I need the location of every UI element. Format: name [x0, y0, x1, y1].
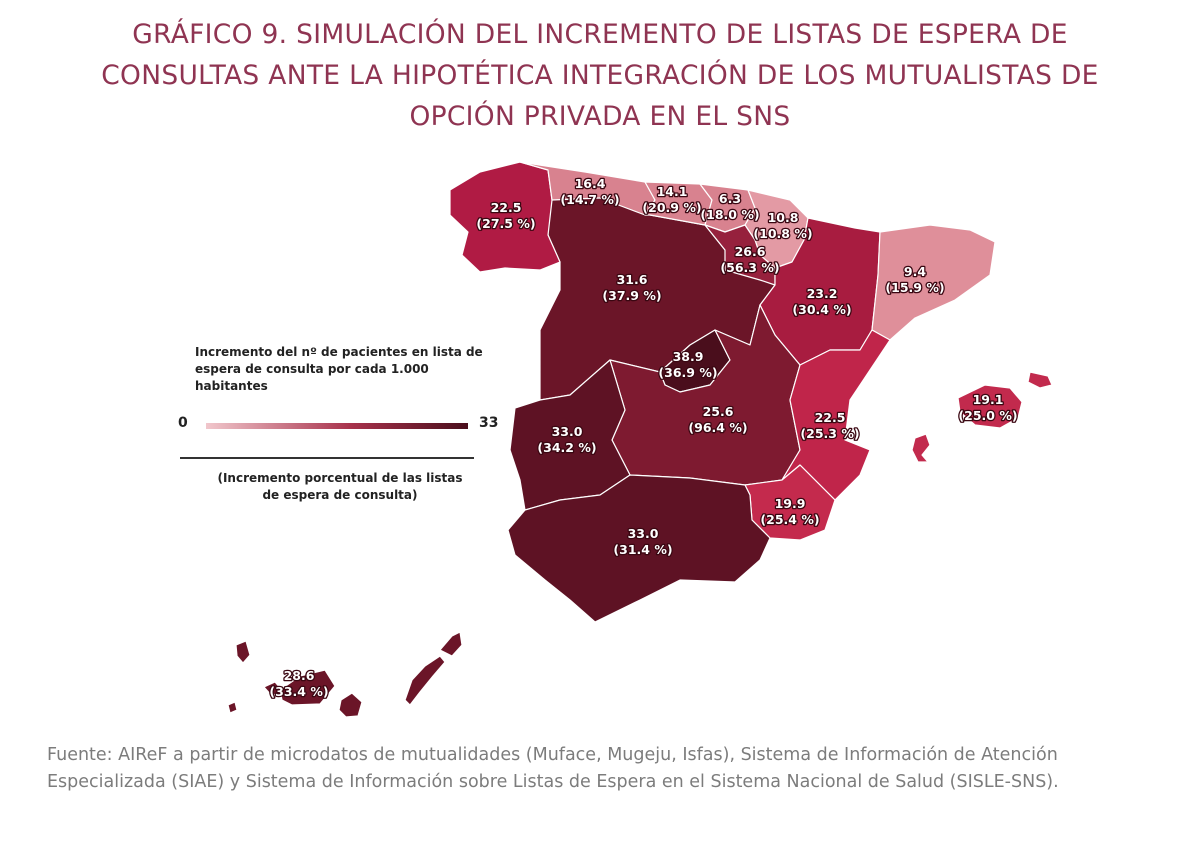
region-value-canarias: 28.6: [284, 668, 315, 683]
region-value-navarra: 10.8: [768, 210, 799, 225]
region-value-comunidad-valenciana: 22.5: [815, 410, 846, 425]
region-label-extremadura: 33.0(34.2 %): [536, 423, 598, 457]
region-label-comunidad-valenciana: 22.5(25.3 %): [799, 409, 861, 443]
region-percent-extremadura: (34.2 %): [537, 440, 596, 455]
region-value-asturias: 16.4: [575, 176, 606, 191]
island-gran-canaria: [338, 692, 363, 718]
region-value-aragon: 23.2: [807, 286, 838, 301]
region-label-canarias: 28.6(33.4 %): [268, 667, 330, 701]
region-label-murcia: 19.9(25.4 %): [759, 495, 821, 529]
region-value-murcia: 19.9: [775, 496, 806, 511]
island-ibiza: [911, 433, 931, 463]
legend-note-line-1: (Incremento porcentual de las listas: [217, 471, 463, 485]
region-percent-aragon: (30.4 %): [792, 302, 851, 317]
region-andalucia: [507, 474, 771, 623]
legend-note-line-2: de espera de consulta): [262, 488, 418, 502]
region-value-pais-vasco: 6.3: [719, 191, 741, 206]
island-fuerteventura: [404, 655, 446, 706]
region-labels: 22.5(27.5 %)16.4(14.7 %)14.1(20.9 %)6.3(…: [268, 175, 1019, 701]
island-menorca: [1027, 371, 1053, 389]
region-percent-castilla-la-mancha: (96.4 %): [688, 420, 747, 435]
region-label-madrid: 38.9(36.9 %): [657, 348, 719, 382]
region-percent-baleares: (25.0 %): [958, 408, 1017, 423]
island-mallorca: [957, 384, 1023, 429]
region-percent-asturias: (14.7 %): [560, 192, 619, 207]
region-label-asturias: 16.4(14.7 %): [559, 175, 621, 209]
region-label-andalucia: 33.0(31.4 %): [612, 525, 674, 559]
region-label-aragon: 23.2(30.4 %): [791, 285, 853, 319]
region-percent-pais-vasco: (18.0 %): [700, 207, 759, 222]
legend-min-value: 0: [178, 415, 188, 431]
legend-divider: [180, 457, 474, 459]
region-percent-cataluna: (15.9 %): [885, 280, 944, 295]
region-label-cataluna: 9.4(15.9 %): [884, 263, 946, 297]
region-percent-cantabria: (20.9 %): [642, 200, 701, 215]
region-value-castilla-leon: 31.6: [617, 272, 648, 287]
island-tenerife: [279, 669, 336, 706]
island-lanzarote: [439, 631, 463, 657]
region-percent-murcia: (25.4 %): [760, 512, 819, 527]
region-value-cataluna: 9.4: [904, 264, 926, 279]
legend-max-value: 33: [479, 415, 499, 431]
source-note: Fuente: AIReF a partir de microdatos de …: [47, 745, 1059, 792]
title-line-2: CONSULTAS ANTE LA HIPOTÉTICA INTEGRACIÓN…: [101, 60, 1099, 91]
region-canarias: [227, 631, 463, 718]
region-baleares: [911, 371, 1053, 463]
region-value-madrid: 38.9: [673, 349, 704, 364]
title-line-1: GRÁFICO 9. SIMULACIÓN DEL INCREMENTO DE …: [132, 19, 1068, 50]
region-percent-madrid: (36.9 %): [658, 365, 717, 380]
region-label-cantabria: 14.1(20.9 %): [641, 183, 703, 217]
region-value-andalucia: 33.0: [628, 526, 659, 541]
region-label-galicia: 22.5(27.5 %): [475, 199, 537, 233]
legend-title: Incremento del nº de pacientes en lista …: [195, 345, 483, 393]
title-line-3: OPCIÓN PRIVADA EN EL SNS: [409, 101, 791, 132]
region-label-castilla-leon: 31.6(37.9 %): [601, 271, 663, 305]
region-label-la-rioja: 26.6(56.3 %): [719, 243, 781, 277]
region-comunidad-valenciana: [781, 329, 891, 501]
region-value-extremadura: 33.0: [552, 424, 583, 439]
legend-color-bar: [206, 423, 468, 429]
region-value-castilla-la-mancha: 25.6: [703, 404, 734, 419]
region-value-la-rioja: 26.6: [735, 244, 766, 259]
region-percent-la-rioja: (56.3 %): [720, 260, 779, 275]
region-label-baleares: 19.1(25.0 %): [957, 391, 1019, 425]
region-label-navarra: 10.8(10.8 %): [752, 209, 814, 243]
region-percent-canarias: (33.4 %): [269, 684, 328, 699]
region-percent-castilla-leon: (37.9 %): [602, 288, 661, 303]
region-percent-navarra: (10.8 %): [753, 226, 812, 241]
region-value-galicia: 22.5: [491, 200, 522, 215]
legend-note: (Incremento porcentual de las listas de …: [192, 470, 488, 504]
region-value-baleares: 19.1: [973, 392, 1004, 407]
region-value-cantabria: 14.1: [657, 184, 688, 199]
region-label-pais-vasco: 6.3(18.0 %): [699, 190, 761, 224]
region-percent-galicia: (27.5 %): [476, 216, 535, 231]
region-cataluna: [871, 224, 996, 341]
chart-title: GRÁFICO 9. SIMULACIÓN DEL INCREMENTO DE …: [60, 14, 1140, 137]
region-label-castilla-la-mancha: 25.6(96.4 %): [687, 403, 749, 437]
island-el-hierro: [227, 701, 238, 714]
island-la-palma: [235, 640, 251, 664]
region-percent-andalucia: (31.4 %): [613, 542, 672, 557]
region-percent-comunidad-valenciana: (25.3 %): [800, 426, 859, 441]
